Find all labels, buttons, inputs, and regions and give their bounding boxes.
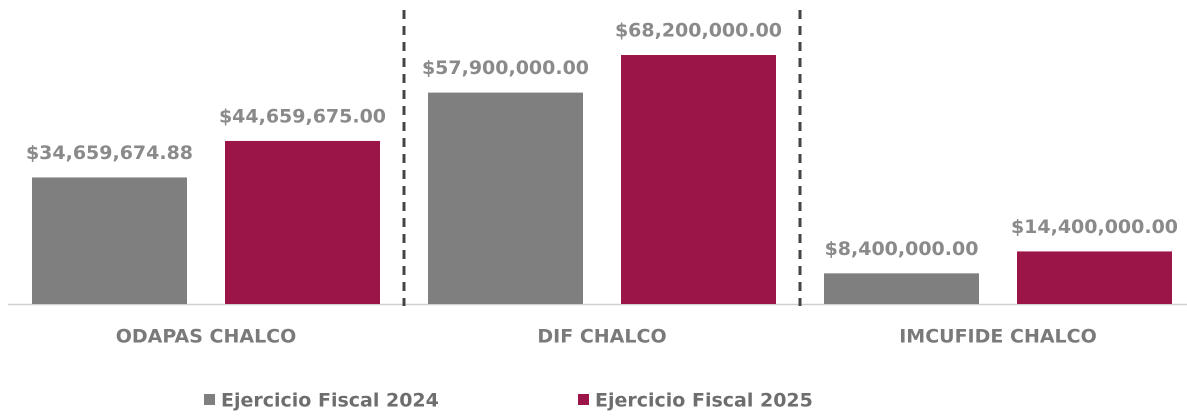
value-label: $34,659,674.88	[26, 142, 193, 164]
legend-swatch	[578, 394, 589, 405]
value-label: $44,659,675.00	[219, 105, 386, 127]
value-label: $57,900,000.00	[422, 57, 589, 79]
legend-label: Ejercicio Fiscal 2024	[221, 390, 439, 412]
legend-swatch	[204, 394, 215, 405]
bar	[32, 177, 187, 304]
legend-label: Ejercicio Fiscal 2025	[595, 390, 813, 412]
bar	[428, 92, 583, 304]
bar	[621, 55, 776, 304]
x-tick-label: IMCUFIDE CHALCO	[899, 326, 1097, 348]
value-label: $68,200,000.00	[615, 20, 782, 42]
bar	[1017, 251, 1172, 304]
x-tick-label: DIF CHALCO	[537, 326, 666, 348]
bar	[824, 273, 979, 304]
value-label: $14,400,000.00	[1011, 216, 1178, 238]
bar	[225, 140, 380, 304]
value-label: $8,400,000.00	[825, 238, 979, 260]
x-tick-label: ODAPAS CHALCO	[116, 326, 297, 348]
